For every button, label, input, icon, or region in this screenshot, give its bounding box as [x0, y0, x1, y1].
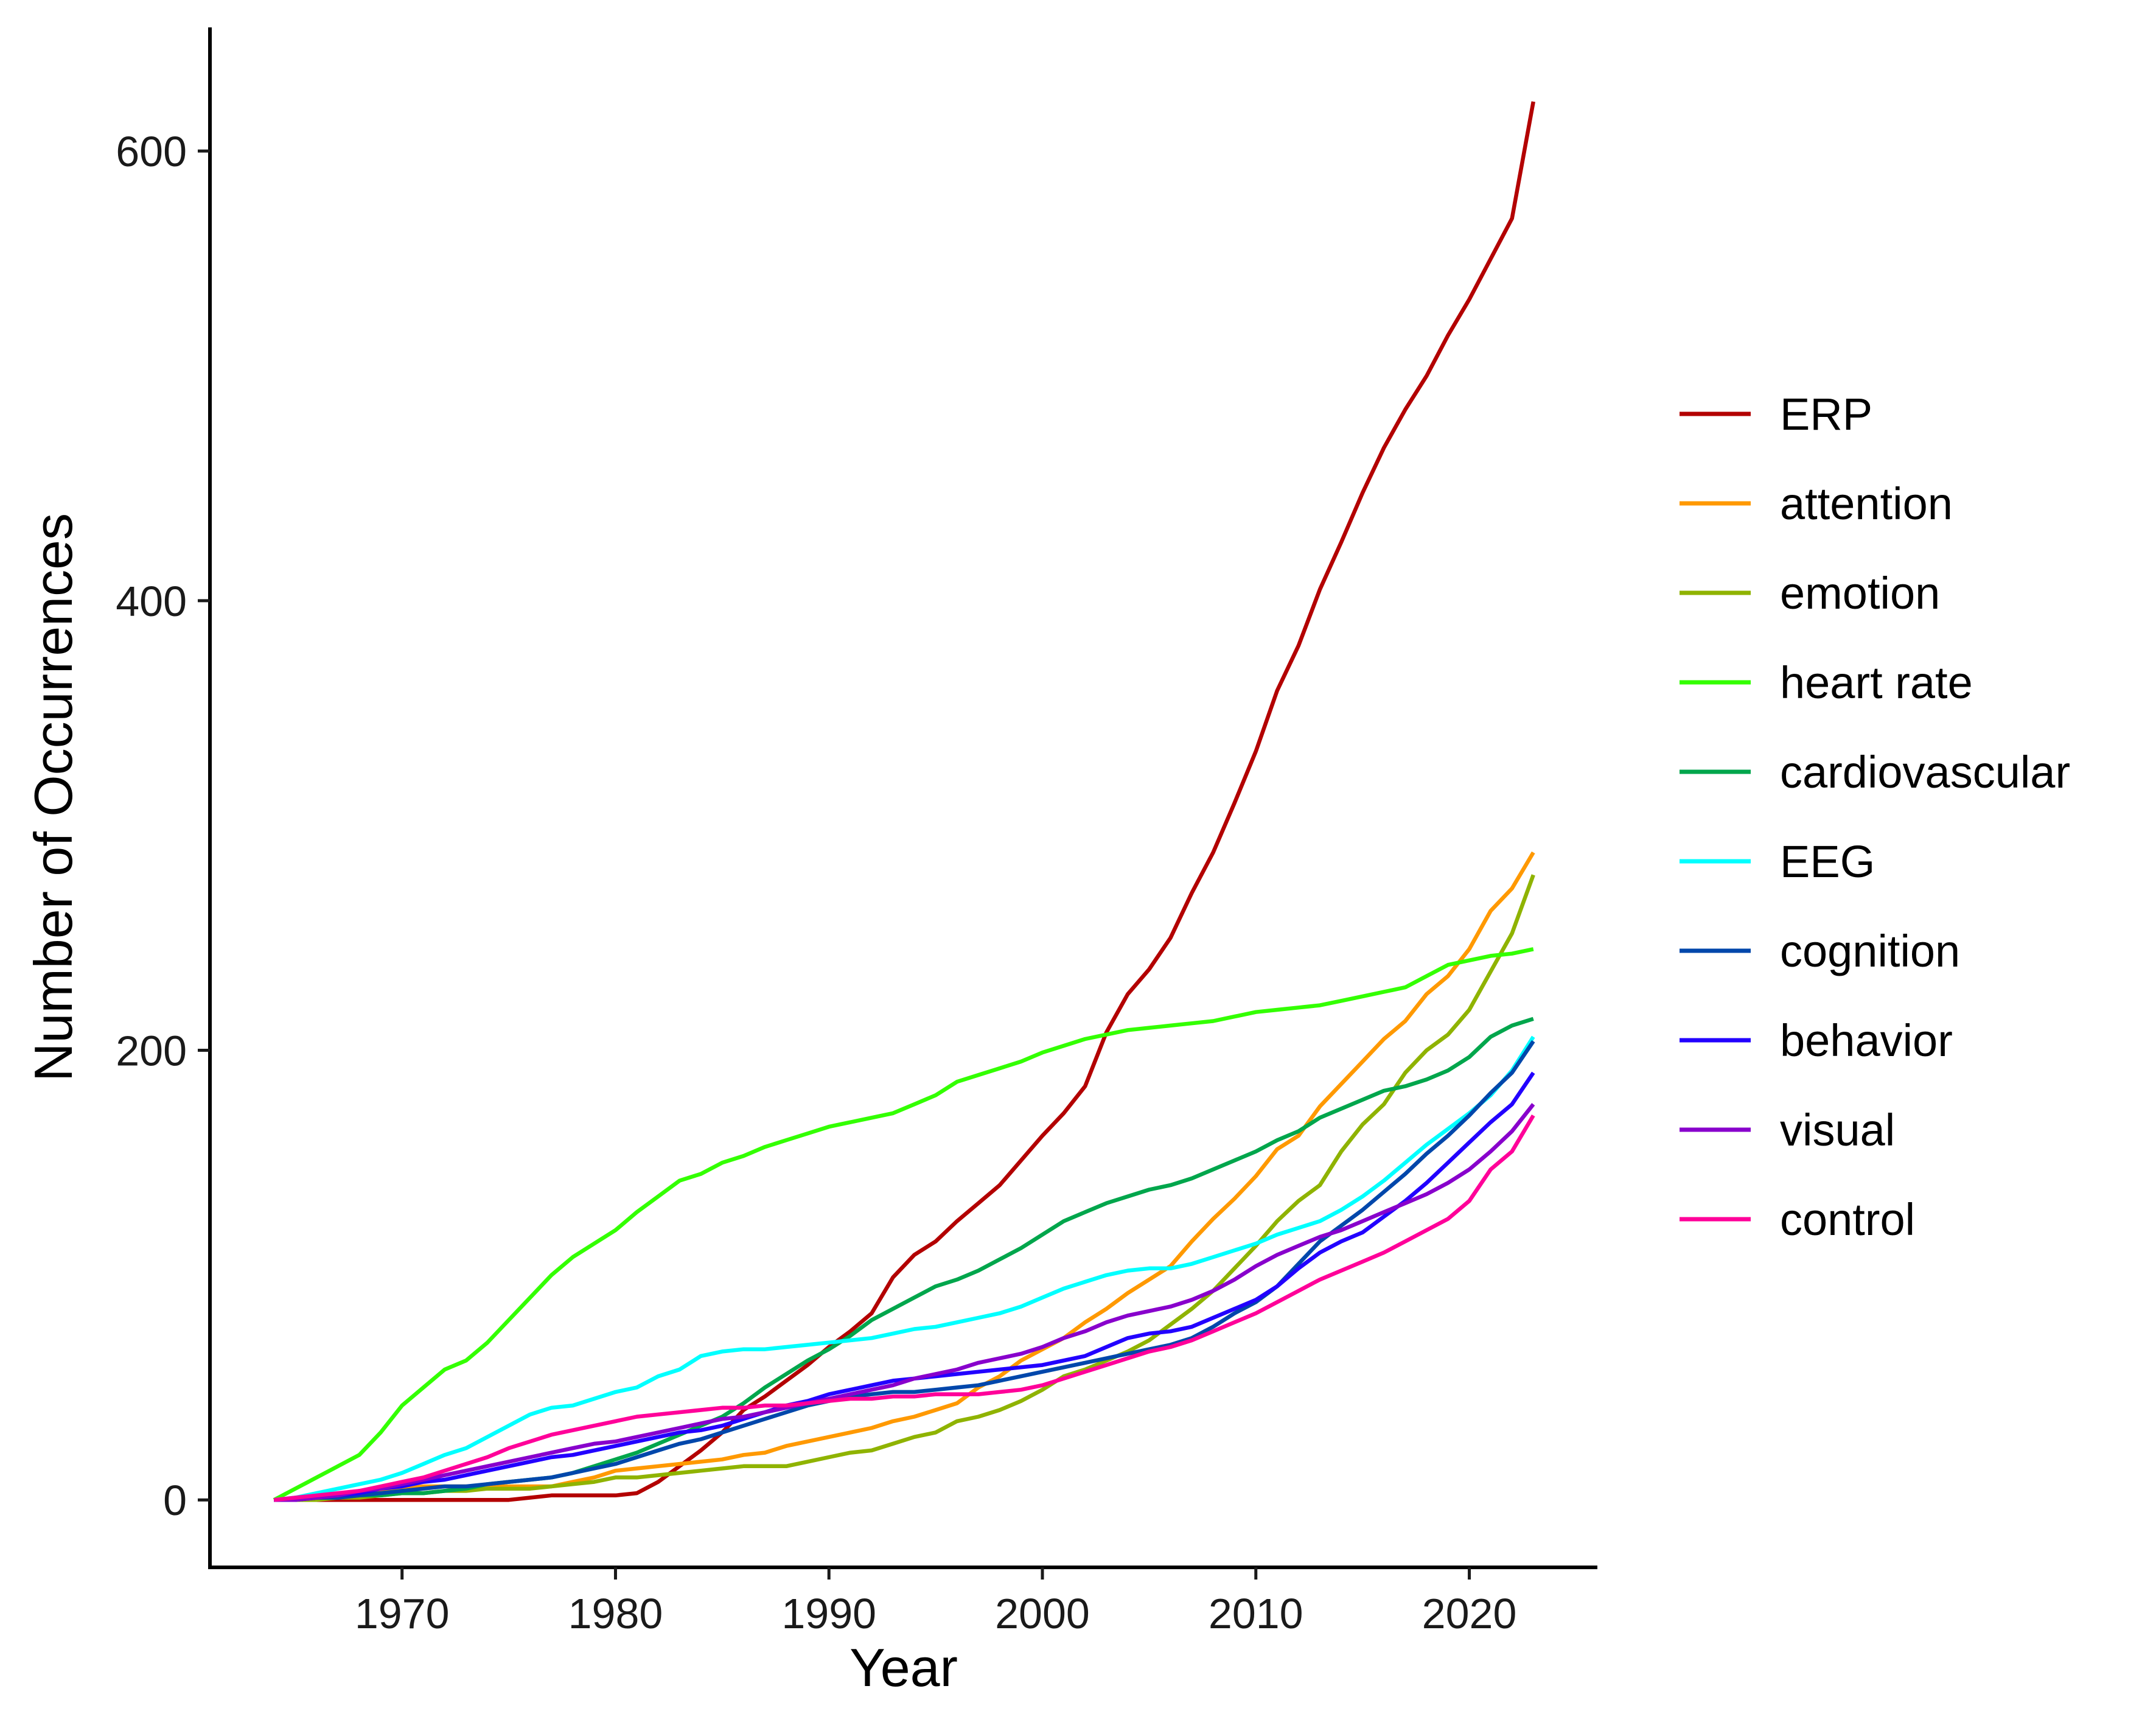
plot-area: 1970 1980 1990 2000 2010 2020 0 200 400 600 — [116, 27, 1597, 1637]
legend-label-heart-rate: heart rate — [1780, 657, 1973, 708]
legend: ERP attention emotion heart rate cardiovascu… — [1680, 389, 2070, 1245]
y-tick-label: 600 — [116, 128, 187, 175]
series-line-erp — [274, 101, 1535, 1502]
y-tick-label: 200 — [116, 1027, 187, 1075]
series-line-visual — [274, 1103, 1535, 1502]
series-line-eeg — [273, 1035, 1535, 1502]
x-tick-label: 1990 — [781, 1590, 876, 1637]
legend-label-cognition: cognition — [1780, 926, 1960, 976]
legend-label-control: control — [1780, 1194, 1915, 1245]
series-line-control — [273, 1114, 1535, 1502]
x-tick-label: 2010 — [1209, 1590, 1303, 1637]
legend-label-erp: ERP — [1780, 389, 1872, 439]
series-line-behavior — [274, 1071, 1535, 1502]
x-tick-label: 1970 — [355, 1590, 450, 1637]
x-tick-label: 2000 — [995, 1590, 1090, 1637]
legend-label-cardiovascular: cardiovascular — [1780, 747, 2070, 797]
legend-label-eeg: EEG — [1780, 836, 1875, 887]
series-line-cardiovascular — [274, 1016, 1534, 1502]
series-line-emotion — [274, 874, 1535, 1502]
legend-label-attention: attention — [1780, 478, 1953, 529]
y-tick-label: 0 — [163, 1477, 187, 1524]
series-line-heart-rate — [273, 947, 1534, 1502]
legend-label-visual: visual — [1780, 1105, 1895, 1155]
series-line-attention — [274, 851, 1535, 1502]
y-tick-label: 400 — [116, 578, 187, 625]
legend-label-behavior: behavior — [1780, 1015, 1953, 1066]
y-axis-title: Number of Occurrences — [23, 513, 83, 1082]
legend-label-emotion: emotion — [1780, 568, 1940, 618]
x-axis-title: Year — [849, 1637, 958, 1698]
series-lines — [273, 101, 1535, 1502]
y-axis-ticks: 0 200 400 600 — [116, 128, 210, 1524]
series-line-cognition — [274, 1040, 1535, 1502]
x-tick-label: 1980 — [568, 1590, 663, 1637]
x-axis-ticks: 1970 1980 1990 2000 2010 2020 — [355, 1567, 1517, 1637]
x-tick-label: 2020 — [1422, 1590, 1517, 1637]
